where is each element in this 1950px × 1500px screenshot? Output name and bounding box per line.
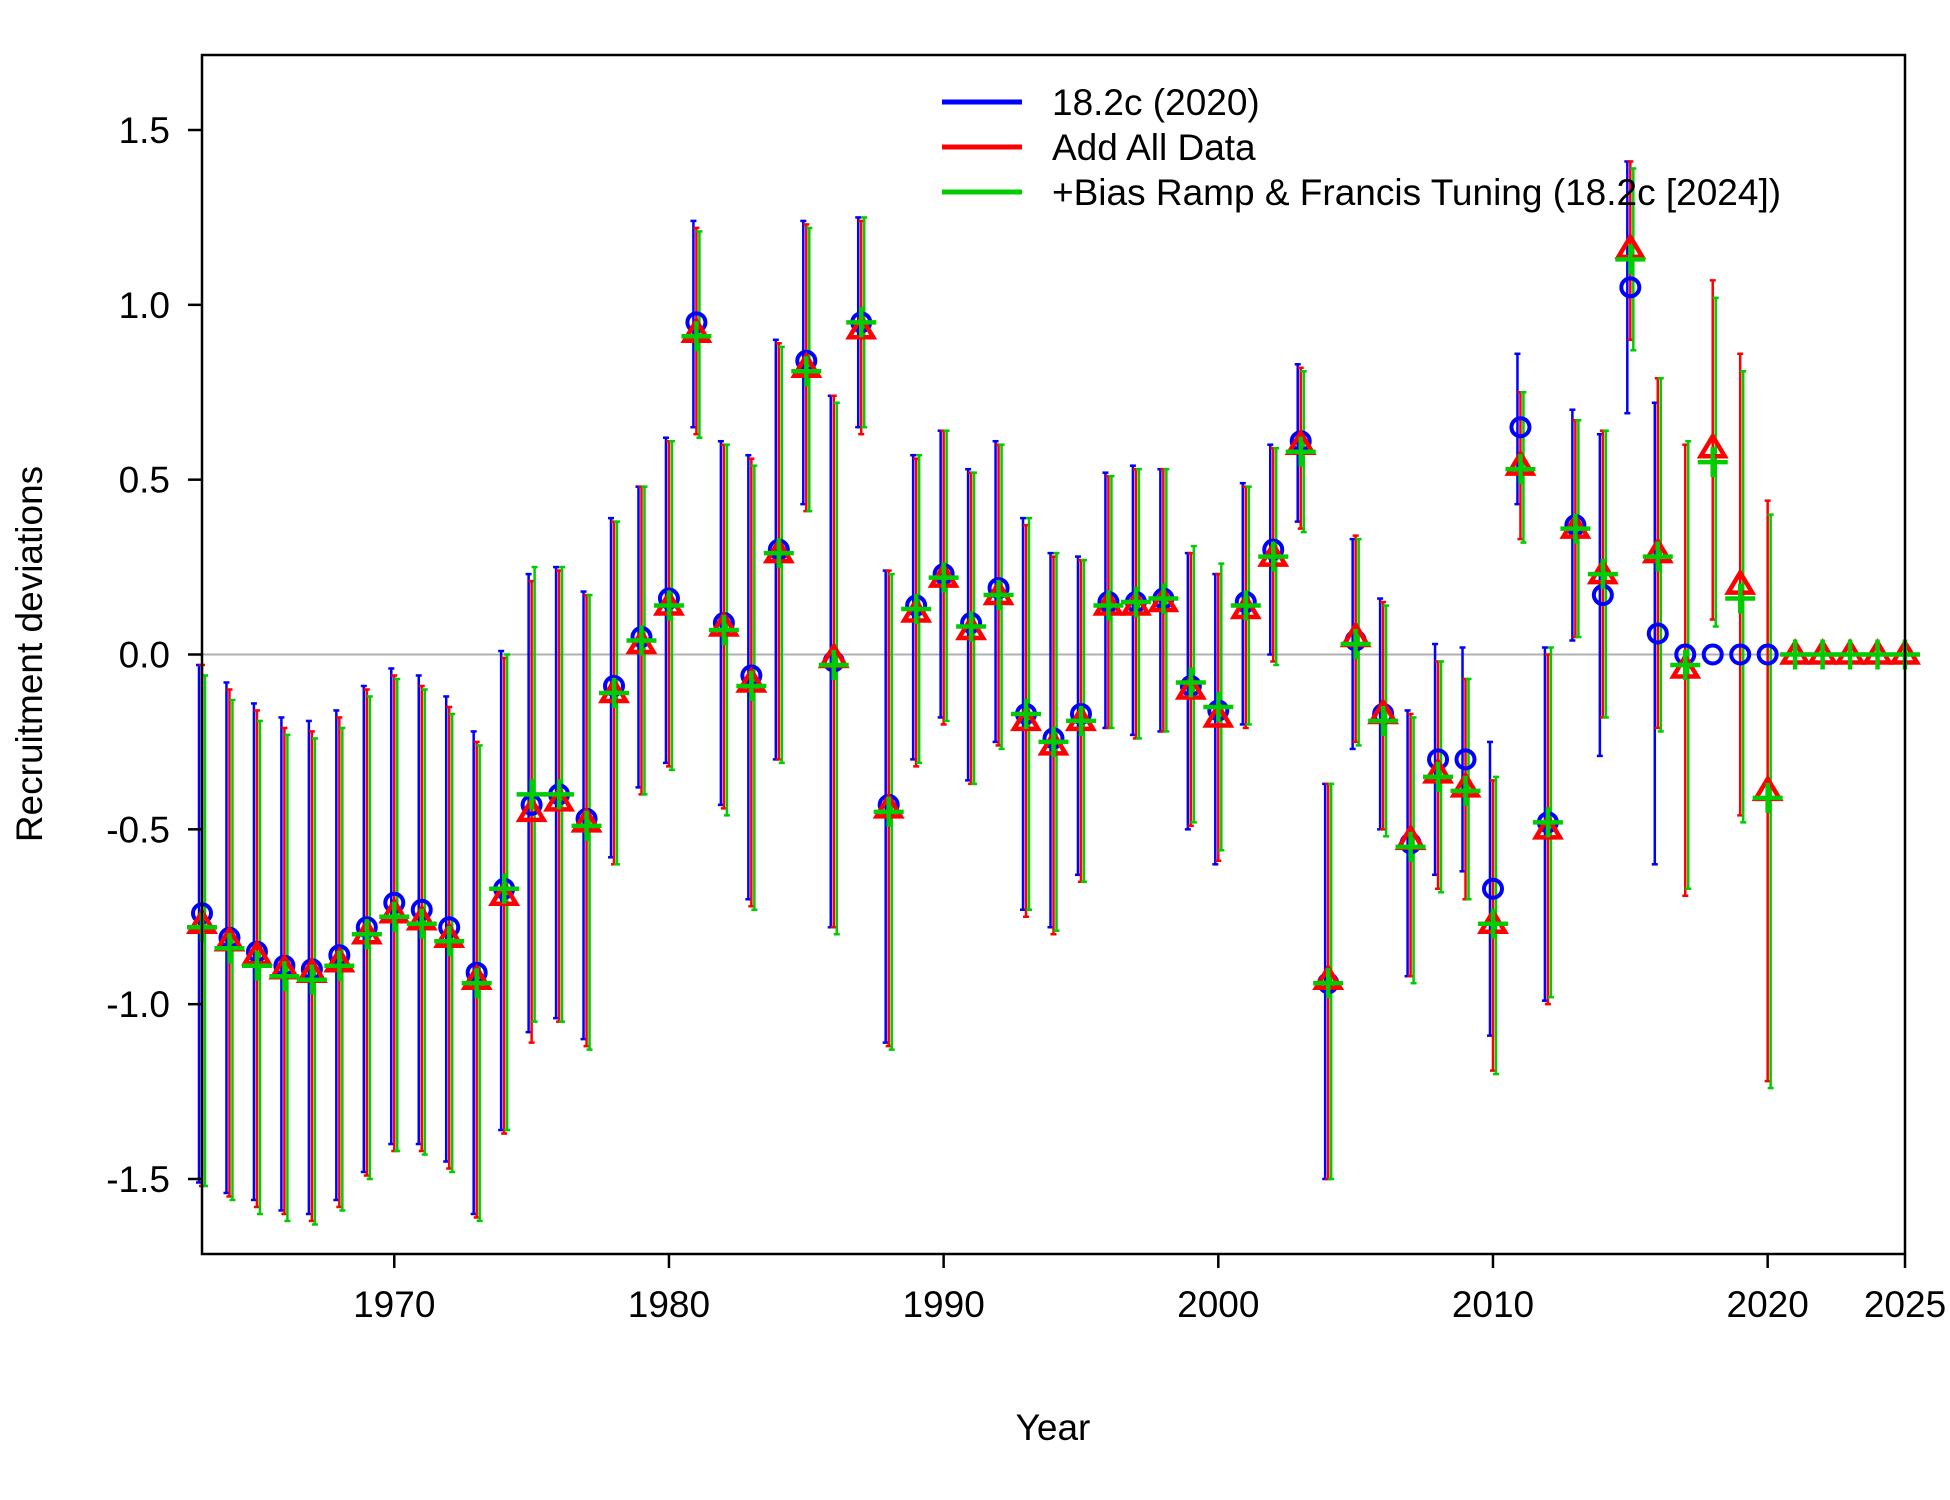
x-tick-label: 2010 xyxy=(1452,1284,1534,1325)
x-tick-label: 2000 xyxy=(1177,1284,1259,1325)
series-1 xyxy=(196,160,1658,1216)
data-point-circle xyxy=(1454,748,1477,771)
y-tick-label: 1.5 xyxy=(119,110,170,151)
data-point-circle xyxy=(1756,643,1779,666)
x-tick-label: 2020 xyxy=(1727,1284,1809,1325)
data-point-circle xyxy=(1729,643,1752,666)
data-point-circle xyxy=(1509,416,1532,439)
series-3-markers xyxy=(187,244,1920,999)
y-tick-label: -1.5 xyxy=(106,1159,170,1200)
x-tick-label: 1970 xyxy=(353,1284,435,1325)
data-point-triangle xyxy=(515,795,548,823)
data-point-circle xyxy=(1646,622,1669,645)
series-layer xyxy=(186,160,1921,1226)
x-tick-label: 1990 xyxy=(902,1284,984,1325)
legend-label: +Bias Ramp & Francis Tuning (18.2c [2024… xyxy=(1052,172,1781,213)
y-tick-label: 0.5 xyxy=(119,460,170,501)
data-point-triangle xyxy=(1202,701,1235,728)
y-tick-label: -0.5 xyxy=(106,809,170,850)
data-point-circle xyxy=(1619,276,1642,299)
legend-label: Add All Data xyxy=(1052,127,1256,168)
y-axis-title: Recruitment deviations xyxy=(9,466,50,842)
legend: 18.2c (2020)Add All Data+Bias Ramp & Fra… xyxy=(942,82,1781,213)
data-point-circle xyxy=(1701,643,1724,666)
x-axis-title: Year xyxy=(1016,1407,1091,1448)
x-tick-label: 1980 xyxy=(628,1284,710,1325)
x-tick-label: 2025 xyxy=(1864,1284,1946,1325)
y-tick-label: -1.0 xyxy=(106,984,170,1025)
data-point-circle xyxy=(1481,877,1504,900)
y-tick-label: 1.0 xyxy=(119,285,170,326)
axes-layer: 1970 1980 1990 2000 2010 2020 2025 -1.5 -1.0 -0.5… xyxy=(106,110,1946,1325)
legend-label: 18.2c (2020) xyxy=(1052,82,1260,123)
y-tick-label: 0.0 xyxy=(119,635,170,676)
